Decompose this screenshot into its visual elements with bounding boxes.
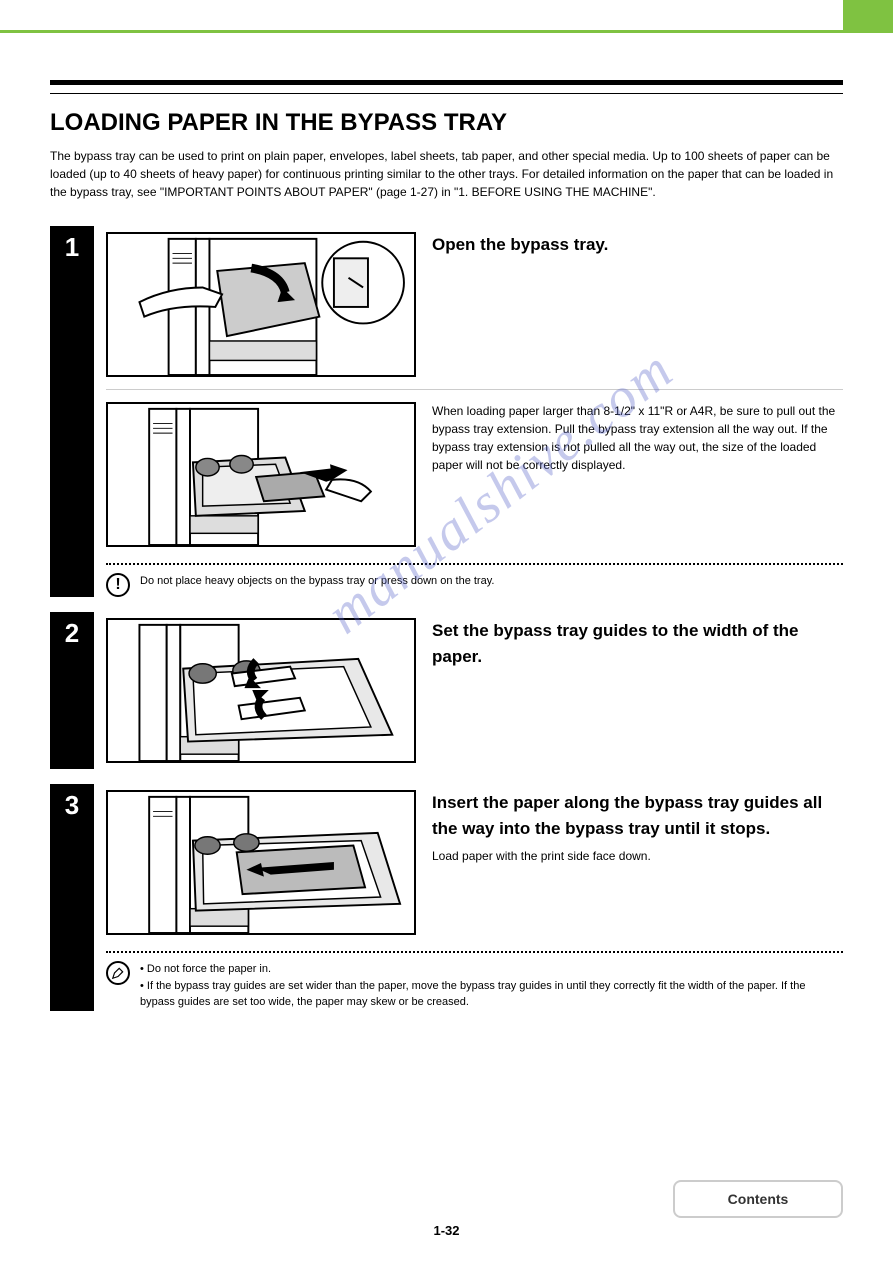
step-number: 3 <box>50 784 94 1011</box>
page-title: LOADING PAPER IN THE BYPASS TRAY <box>50 109 843 137</box>
figure-insert-paper <box>106 790 416 935</box>
intro-text: The bypass tray can be used to print on … <box>50 147 843 201</box>
step-1-extension-text: When loading paper larger than 8-1/2" x … <box>432 402 843 474</box>
header-rule <box>0 30 893 33</box>
step-2-title: Set the bypass tray guides to the width … <box>432 618 843 669</box>
exclaim-icon: ! <box>106 573 130 597</box>
step-3-note: • Do not force the paper in. • If the by… <box>106 951 843 1011</box>
figure-pull-extension <box>106 402 416 547</box>
light-divider <box>106 389 843 390</box>
step-1-note: ! Do not place heavy objects on the bypa… <box>106 563 843 597</box>
step-2: 2 <box>50 612 843 769</box>
step-1-note-text: Do not place heavy objects on the bypass… <box>140 573 843 590</box>
step-3-body: Load paper with the print side face down… <box>432 847 843 865</box>
step-1: 1 <box>50 226 843 597</box>
figure-set-guides <box>106 618 416 763</box>
title-rule-bottom <box>50 93 843 94</box>
contents-button[interactable]: Contents <box>673 1180 843 1218</box>
step-3: 3 <box>50 784 843 1011</box>
step-number: 1 <box>50 226 94 597</box>
step-3-title: Insert the paper along the bypass tray g… <box>432 790 843 841</box>
title-rule-top <box>50 80 843 85</box>
figure-open-tray <box>106 232 416 377</box>
step-3-note-text: • Do not force the paper in. • If the by… <box>140 961 843 1011</box>
main-content: LOADING PAPER IN THE BYPASS TRAY The byp… <box>50 80 843 1026</box>
contents-label: Contents <box>728 1191 789 1207</box>
page-number: 1-32 <box>0 1223 893 1238</box>
pencil-icon <box>106 961 130 985</box>
header-badge <box>843 0 893 33</box>
step-1-title: Open the bypass tray. <box>432 232 843 258</box>
step-number: 2 <box>50 612 94 769</box>
